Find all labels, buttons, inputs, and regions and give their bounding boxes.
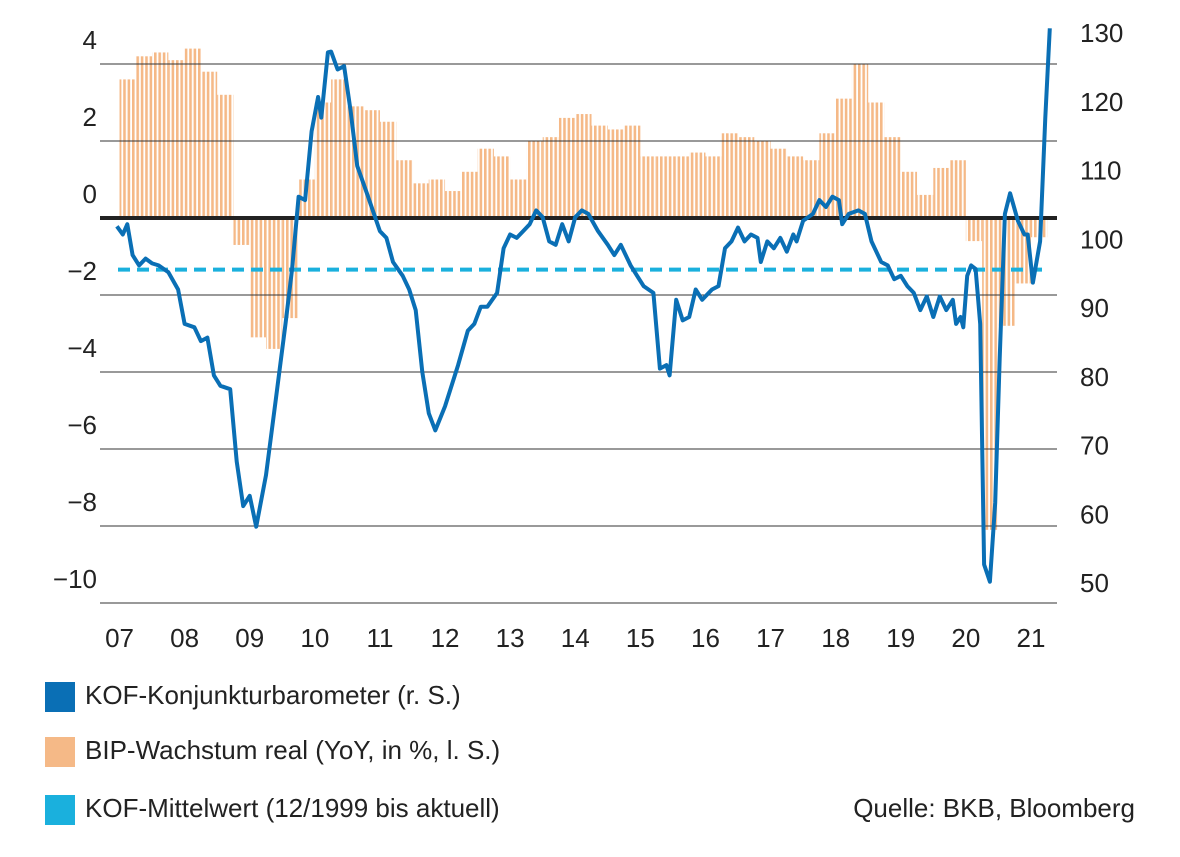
y-tick-label: −6	[67, 410, 97, 440]
x-tick-label: 20	[951, 623, 980, 653]
gdp-bar	[721, 133, 738, 218]
gdp-bar	[965, 218, 983, 242]
x-tick-label: 14	[561, 623, 590, 653]
y2-tick-label: 90	[1080, 293, 1109, 323]
gdp-bar	[803, 160, 820, 218]
y2-tick-label: 120	[1080, 87, 1123, 117]
gdp-bar	[396, 160, 413, 218]
y2-tick-label: 70	[1080, 431, 1109, 461]
gdp-bar	[428, 179, 446, 218]
gdp-bar	[607, 129, 625, 218]
gdp-bar	[933, 167, 950, 218]
gdp-bar	[184, 48, 201, 218]
y-tick-label: −10	[53, 564, 97, 594]
x-tick-label: 11	[366, 623, 393, 653]
gdp-bar	[705, 156, 722, 218]
y-tick-label: −2	[67, 256, 97, 286]
gdp-bar	[835, 98, 852, 218]
gdp-bar	[575, 114, 592, 218]
legend-label: BIP-Wachstum real (YoY, in %, l. S.)	[85, 735, 500, 765]
y-tick-label: 0	[83, 179, 97, 209]
gdp-bar	[770, 148, 787, 218]
y2-tick-label: 80	[1080, 362, 1109, 392]
gdp-bar	[624, 125, 641, 218]
y-tick-label: −4	[67, 333, 97, 363]
gdp-bar	[331, 79, 348, 219]
x-tick-label: 17	[756, 623, 785, 653]
legend-swatch	[45, 682, 75, 712]
gdp-bar	[249, 218, 267, 338]
gdp-bar	[461, 171, 478, 218]
gdp-bar	[445, 191, 462, 218]
gdp-bar	[314, 102, 332, 218]
gdp-bar	[168, 60, 185, 219]
legend-swatch	[45, 737, 75, 767]
gdp-bar	[640, 156, 657, 218]
x-tick-label: 16	[691, 623, 720, 653]
gdp-bar	[672, 156, 690, 218]
y-tick-label: −8	[67, 487, 97, 517]
gdp-bar	[982, 218, 999, 530]
gdp-bar	[884, 137, 901, 218]
gdp-bar	[266, 218, 283, 349]
x-tick-label: 10	[300, 623, 329, 653]
x-tick-label: 21	[1016, 623, 1045, 653]
y2-tick-label: 130	[1080, 18, 1123, 48]
legend-label: KOF-Mittelwert (12/1999 bis aktuell)	[85, 793, 500, 823]
legend-swatch	[45, 795, 75, 825]
gdp-bar	[379, 121, 397, 218]
x-tick-label: 09	[235, 623, 264, 653]
x-tick-label: 19	[886, 623, 915, 653]
gdp-bar	[510, 179, 527, 218]
gdp-bar	[868, 102, 885, 218]
gdp-bar	[754, 141, 771, 218]
gdp-bar	[689, 152, 706, 218]
y-tick-label: 4	[83, 25, 97, 55]
gdp-bar	[738, 137, 755, 218]
y2-tick-label: 110	[1080, 156, 1121, 186]
gdp-bar	[591, 125, 608, 218]
gdp-bar	[119, 79, 136, 219]
gdp-bar	[135, 56, 153, 218]
gdp-bar	[152, 52, 169, 219]
gdp-bar	[233, 218, 250, 245]
gdp-bar	[477, 148, 494, 218]
y-tick-label: 2	[83, 102, 97, 132]
gdp-bar	[656, 156, 673, 218]
gdp-bar	[558, 117, 576, 218]
x-tick-label: 07	[105, 623, 134, 653]
source: Quelle: BKB, Bloomberg	[853, 793, 1135, 823]
y2-tick-label: 50	[1080, 568, 1109, 598]
legend-label: KOF-Konjunkturbarometer (r. S.)	[85, 680, 461, 710]
kof-line	[115, 28, 1052, 584]
gdp-bar	[900, 171, 918, 218]
gdp-bar	[412, 183, 429, 218]
gdp-bar	[786, 156, 804, 218]
x-tick-label: 13	[496, 623, 525, 653]
gdp-bar	[493, 156, 511, 218]
gdp-bar	[542, 137, 559, 218]
y2-tick-label: 60	[1080, 499, 1109, 529]
gdp-bar	[200, 71, 218, 218]
y2-tick-label: 100	[1080, 224, 1123, 254]
x-tick-label: 12	[431, 623, 460, 653]
x-tick-label: 08	[170, 623, 199, 653]
gdp-bar	[949, 160, 966, 218]
gdp-bar	[917, 194, 934, 218]
x-tick-label: 18	[821, 623, 850, 653]
gdp-bar	[217, 94, 234, 218]
gdp-bar	[526, 141, 543, 218]
x-tick-label: 15	[626, 623, 655, 653]
